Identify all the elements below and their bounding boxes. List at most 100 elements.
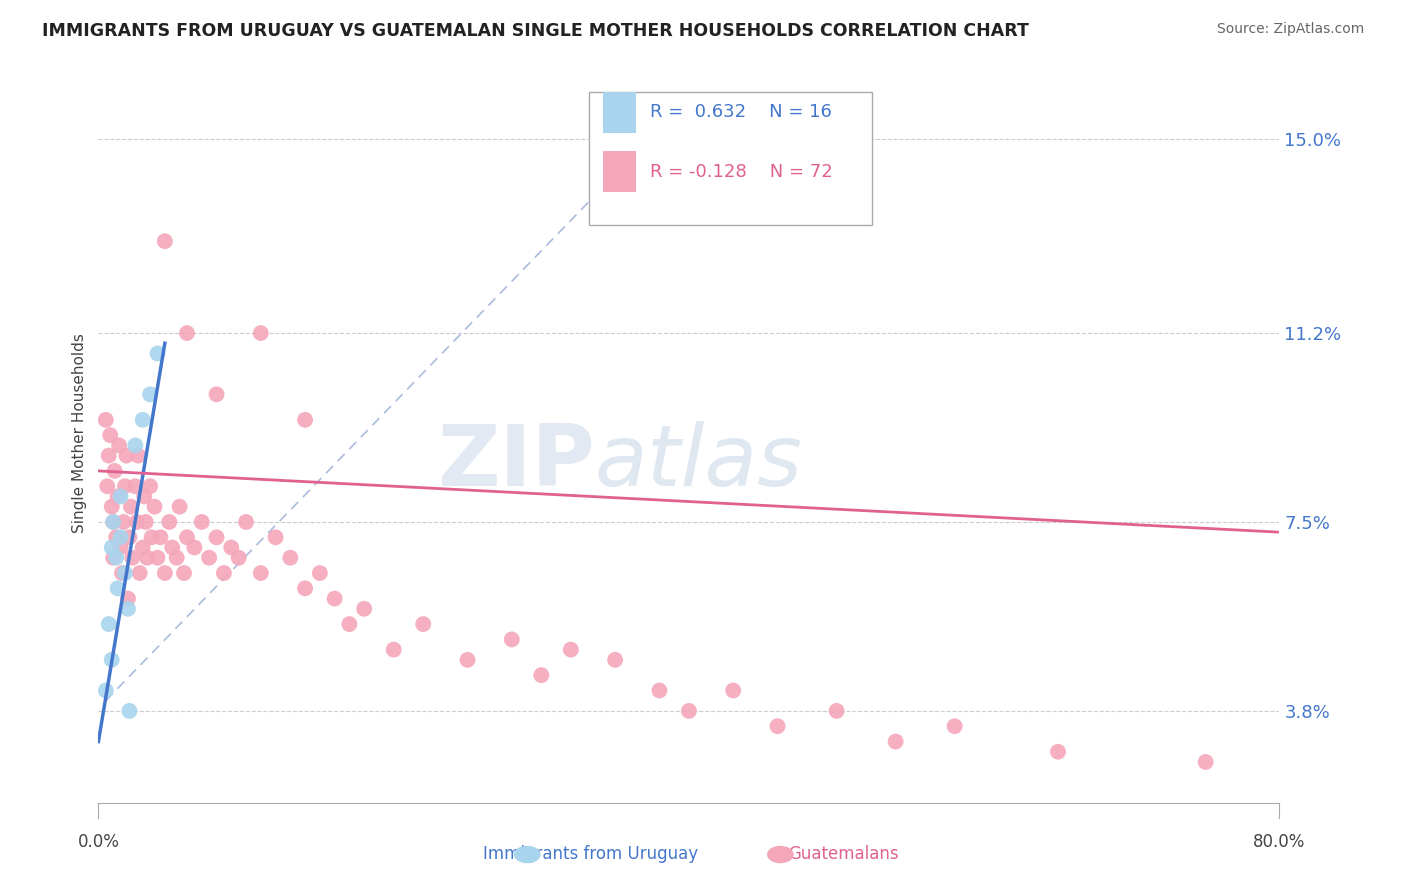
Point (457, 653, 479, 667)
Point (221, 541, 243, 555)
Point (1046, 745, 1070, 759)
Text: atlas: atlas (595, 421, 803, 504)
Y-axis label: Single Mother Households: Single Mother Households (72, 333, 87, 533)
Point (382, 642, 405, 657)
Text: R =  0.632    N = 16: R = 0.632 N = 16 (650, 103, 832, 121)
Text: Guatemalans: Guatemalans (789, 846, 898, 863)
Point (110, 541, 132, 555)
Point (100, 541, 122, 555)
Text: R = -0.128    N = 72: R = -0.128 N = 72 (650, 162, 832, 181)
Point (103, 515, 125, 529)
Point (339, 617, 361, 632)
Point (114, 479, 136, 493)
Point (183, 541, 205, 555)
Point (250, 566, 273, 580)
Point (117, 591, 139, 606)
Point (98, 428, 121, 442)
Point (825, 704, 848, 718)
Point (110, 490, 132, 504)
Point (115, 449, 138, 463)
Point (294, 582, 316, 596)
Point (121, 550, 143, 565)
Point (146, 346, 169, 360)
Point (125, 515, 148, 529)
Point (111, 566, 134, 580)
Point (149, 530, 172, 544)
Point (323, 591, 346, 606)
Point (114, 566, 136, 580)
Point (235, 515, 257, 529)
Point (94, 683, 117, 698)
Point (176, 530, 198, 544)
Point (127, 449, 149, 463)
Point (136, 550, 159, 565)
Point (100, 500, 122, 514)
Point (139, 387, 162, 401)
Point (198, 550, 221, 565)
Point (162, 541, 183, 555)
FancyBboxPatch shape (589, 92, 872, 226)
Point (146, 550, 169, 565)
Point (96, 479, 118, 493)
Point (648, 683, 671, 698)
Point (723, 683, 745, 698)
Text: IMMIGRANTS FROM URUGUAY VS GUATEMALAN SINGLE MOTHER HOUSEHOLDS CORRELATION CHART: IMMIGRANTS FROM URUGUAY VS GUATEMALAN SI… (42, 22, 1029, 40)
Point (353, 601, 375, 615)
Point (766, 719, 789, 733)
Point (264, 530, 287, 544)
Point (104, 464, 127, 478)
Point (110, 530, 132, 544)
Point (103, 550, 125, 565)
Point (250, 326, 273, 340)
Text: Source: ZipAtlas.com: Source: ZipAtlas.com (1216, 22, 1364, 37)
Point (205, 530, 228, 544)
Point (605, 653, 627, 667)
Point (97, 617, 120, 632)
Text: 0.0%: 0.0% (77, 833, 120, 852)
Point (94, 413, 117, 427)
Point (139, 479, 162, 493)
Point (530, 668, 553, 682)
Point (135, 515, 157, 529)
Point (124, 479, 146, 493)
Bar (603, 92, 636, 133)
Point (212, 566, 235, 580)
Point (166, 550, 188, 565)
Point (501, 632, 523, 647)
Point (118, 704, 141, 718)
Text: Immigrants from Uruguay: Immigrants from Uruguay (482, 846, 699, 863)
Point (205, 387, 228, 401)
Point (118, 530, 141, 544)
Text: ZIP: ZIP (437, 421, 595, 504)
Point (117, 601, 139, 615)
Point (1195, 755, 1218, 769)
Point (294, 413, 316, 427)
Point (143, 500, 166, 514)
Point (97, 449, 120, 463)
Point (108, 438, 131, 452)
Point (141, 530, 163, 544)
Point (678, 704, 700, 718)
Point (107, 582, 129, 596)
Point (105, 530, 128, 544)
Point (132, 541, 155, 555)
Point (120, 500, 142, 514)
Point (943, 719, 966, 733)
Point (124, 438, 146, 452)
Point (309, 566, 332, 580)
Point (176, 326, 198, 340)
Point (153, 234, 176, 248)
Point (191, 515, 214, 529)
Point (103, 515, 125, 529)
Point (412, 617, 434, 632)
Point (884, 734, 907, 748)
Text: 80.0%: 80.0% (1253, 833, 1306, 852)
Point (132, 413, 155, 427)
Point (173, 566, 195, 580)
Point (107, 490, 129, 504)
Point (134, 490, 156, 504)
Point (157, 515, 180, 529)
Point (105, 550, 128, 565)
Point (228, 550, 250, 565)
Point (169, 500, 191, 514)
